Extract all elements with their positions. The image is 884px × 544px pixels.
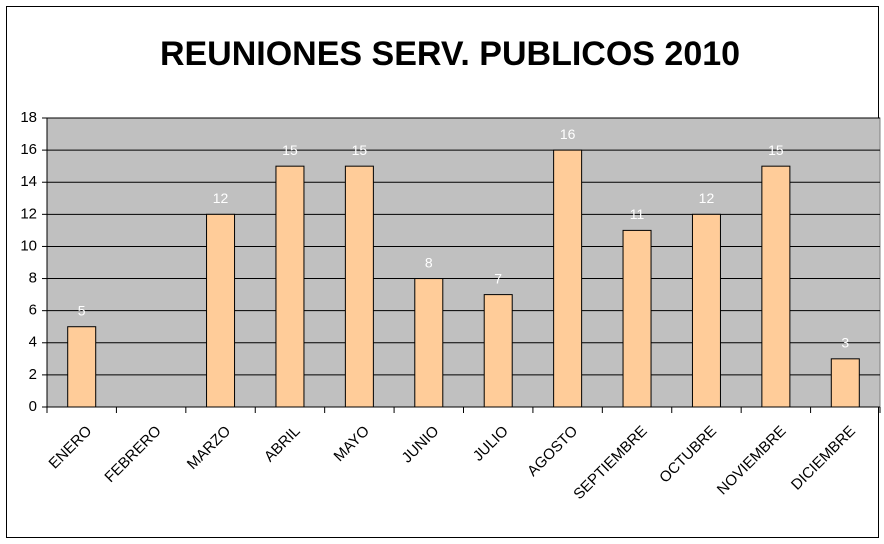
bar — [67, 326, 97, 408]
y-tick-label: 4 — [29, 334, 37, 351]
bar — [344, 165, 374, 408]
value-label: 5 — [78, 302, 86, 318]
y-tick-label: 14 — [20, 173, 37, 190]
y-tick-label: 6 — [29, 302, 37, 319]
value-label: 7 — [494, 270, 502, 286]
value-label: 3 — [841, 335, 849, 351]
y-tick-label: 12 — [20, 205, 37, 222]
plot-area — [46, 117, 881, 408]
bar — [275, 165, 305, 408]
y-tick-label: 10 — [20, 237, 37, 254]
bar — [206, 213, 236, 408]
y-tick-label: 2 — [29, 366, 37, 383]
value-label: 16 — [560, 126, 576, 142]
y-tick-label: 18 — [20, 109, 37, 126]
value-label: 12 — [699, 190, 715, 206]
y-tick-label: 16 — [20, 141, 37, 158]
value-label: 15 — [352, 142, 368, 158]
value-label: 8 — [425, 254, 433, 270]
bar — [414, 278, 444, 408]
value-label: 15 — [768, 142, 784, 158]
value-label: 12 — [213, 190, 229, 206]
chart-title: REUNIONES SERV. PUBLICOS 2010 — [160, 35, 740, 73]
bar — [691, 213, 721, 408]
bar — [553, 149, 583, 408]
y-tick-label: 0 — [29, 398, 37, 415]
bar — [483, 294, 513, 408]
value-label: 11 — [630, 206, 645, 222]
bar — [622, 229, 652, 408]
y-tick-label: 8 — [29, 270, 37, 287]
bar — [761, 165, 791, 408]
value-label: 15 — [282, 142, 298, 158]
bar — [830, 358, 860, 408]
